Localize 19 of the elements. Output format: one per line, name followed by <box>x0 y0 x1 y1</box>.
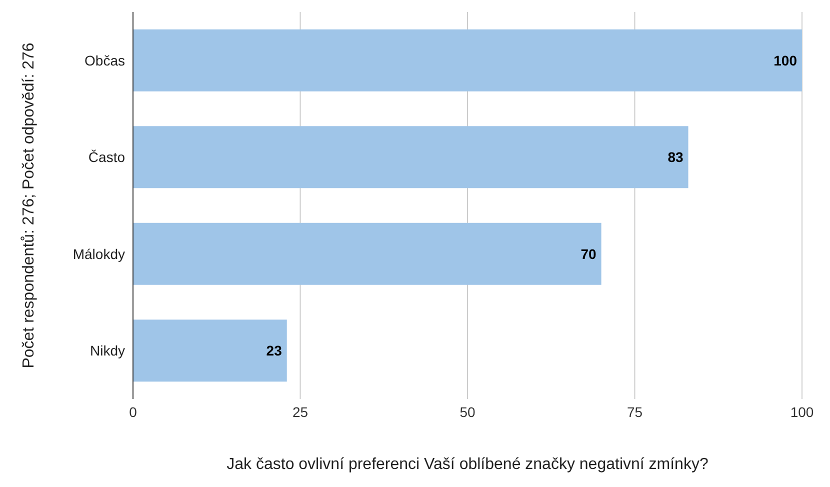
data-label: 70 <box>580 246 597 262</box>
data-label: 83 <box>668 149 684 166</box>
y-tick-label: Málokdy <box>72 246 125 262</box>
data-label: 23 <box>266 342 282 359</box>
y-tick-label: Často <box>88 149 126 166</box>
x-tick-label: 25 <box>292 404 308 420</box>
bar <box>133 126 688 188</box>
bar <box>133 320 287 382</box>
x-axis-title: Jak často ovlivní preferenci Vaší oblíbené značky negativní zmínky? <box>226 456 708 473</box>
bar <box>133 222 602 285</box>
x-tick-label: 0 <box>129 404 138 420</box>
bar <box>133 29 802 92</box>
x-tick-label: 100 <box>790 404 814 420</box>
x-tick-label: 50 <box>460 404 476 420</box>
y-tick-label: Nikdy <box>90 342 125 359</box>
y-axis-title: Počet respondentů: 276; Počet odpovědí: 276 <box>20 42 38 368</box>
y-tick-label: Občas <box>84 52 125 68</box>
x-tick-label: 75 <box>626 404 643 420</box>
data-label: 100 <box>774 52 798 68</box>
